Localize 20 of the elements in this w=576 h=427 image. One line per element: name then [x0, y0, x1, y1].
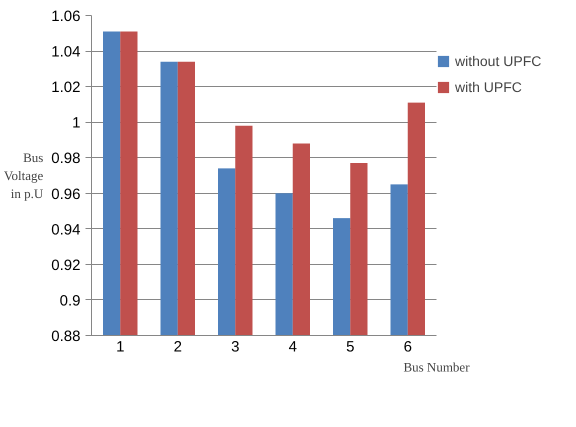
y-tick-label: 1.02	[51, 79, 81, 96]
y-tick-label: 0.94	[51, 221, 81, 238]
legend-label: without UPFC	[455, 53, 542, 69]
legend-label: with UPFC	[455, 79, 522, 95]
x-tick-label: 5	[346, 338, 354, 356]
x-tick-label: 2	[174, 338, 182, 356]
y-tick-label: 1	[72, 114, 80, 132]
y-tick-label: 0.96	[51, 186, 81, 203]
y-tick-label: 1.06	[51, 8, 81, 25]
x-axis-title: Bus Number	[403, 360, 470, 374]
x-tick-label: 3	[231, 338, 240, 356]
x-tick-label: 6	[404, 338, 412, 356]
y-tick-label: 0.9	[60, 292, 81, 310]
y-tick-label: 0.88	[51, 328, 81, 345]
x-tick-label: 1	[116, 338, 124, 356]
y-tick-label: 0.98	[51, 150, 81, 168]
y-axis-title: Bus Voltage in p.U	[4, 150, 44, 201]
y-tick-label: 0.92	[51, 256, 81, 274]
y-tick-label: 1.04	[51, 44, 81, 61]
x-tick-label: 4	[288, 338, 297, 356]
